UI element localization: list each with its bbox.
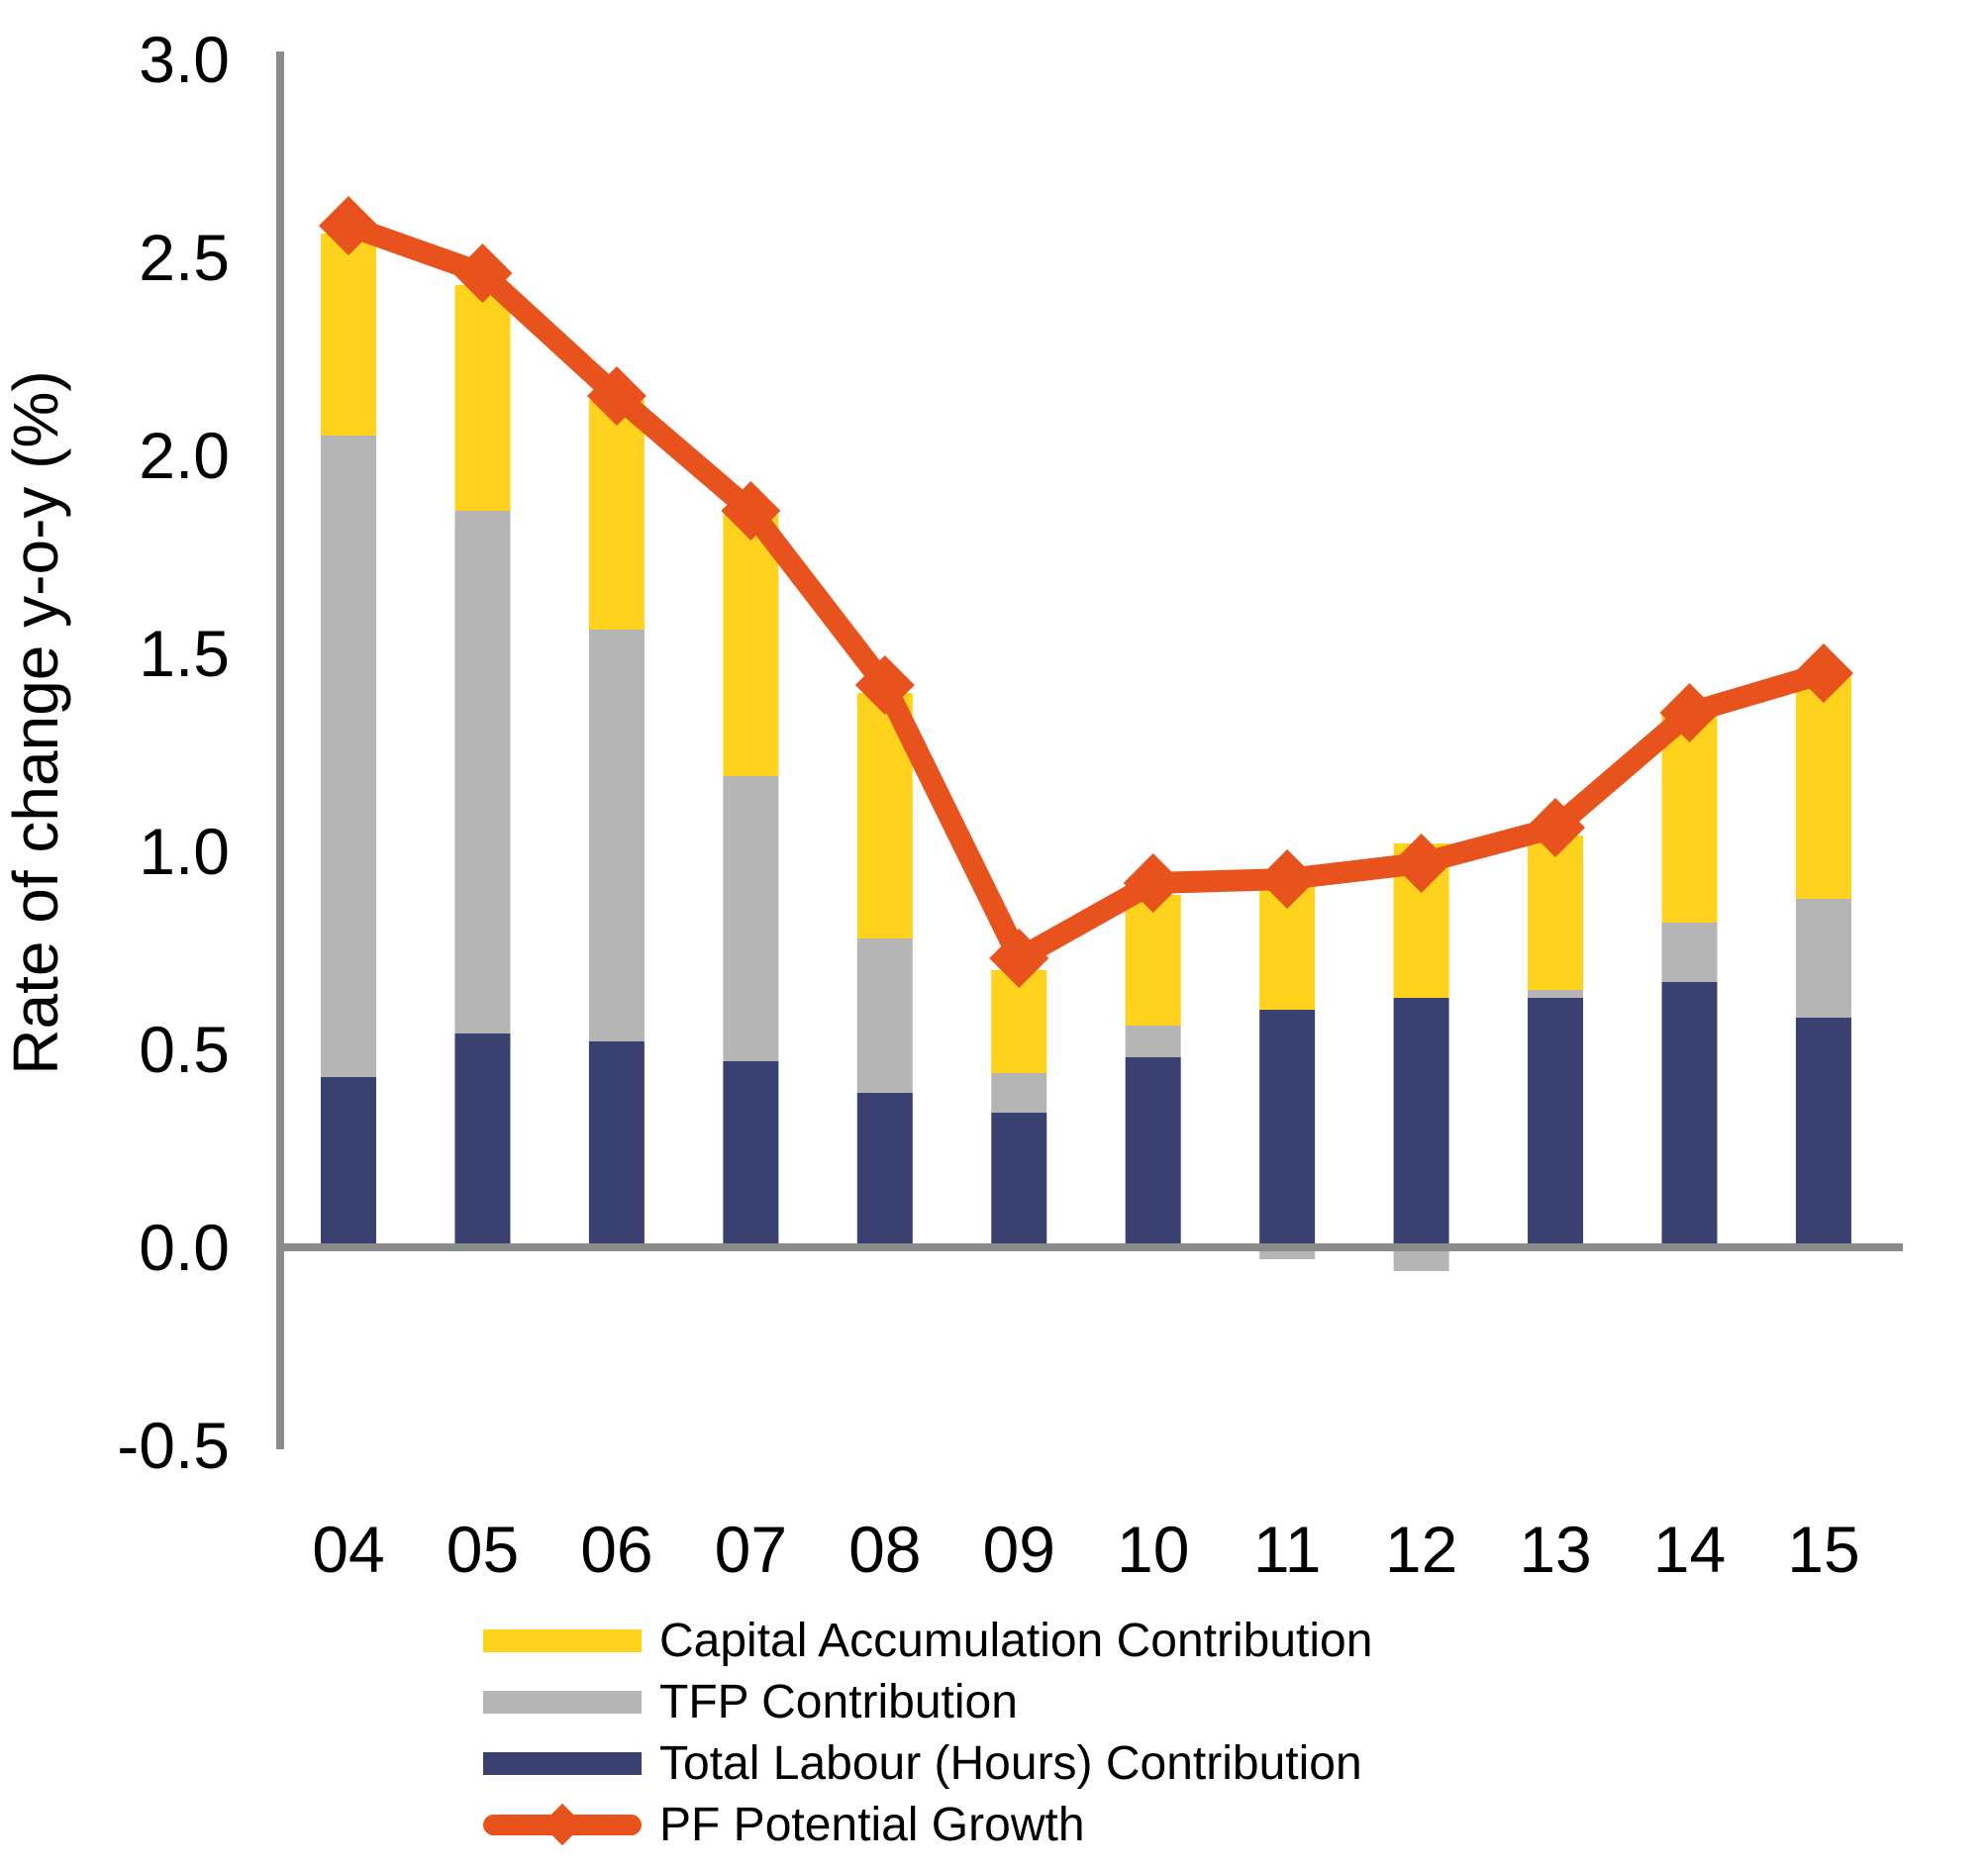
x-tick-label: 09: [983, 1513, 1055, 1586]
x-tick-label: 14: [1653, 1513, 1726, 1586]
bar-segment-tfp-04: [321, 436, 376, 1077]
pf-marker-04: [319, 196, 378, 255]
bar-segment-labour-07: [723, 1061, 779, 1247]
x-tick-label: 05: [447, 1513, 519, 1586]
bar-segment-labour-11: [1259, 1010, 1316, 1247]
bar-segment-tfp-14: [1661, 923, 1718, 982]
x-tick-label: 10: [1117, 1513, 1189, 1586]
bar-segment-capital-05: [454, 285, 511, 511]
bar-segment-labour-10: [1125, 1057, 1181, 1247]
bar-segment-labour-14: [1661, 982, 1718, 1247]
bar-segment-labour-04: [321, 1077, 376, 1247]
pf-marker-08: [854, 655, 915, 715]
bar-segment-capital-13: [1528, 836, 1584, 990]
bar-segment-tfp-13: [1528, 990, 1584, 998]
y-tick-label: 3.0: [139, 23, 230, 96]
pf-marker-09: [989, 929, 1049, 988]
bar-segment-tfp-15: [1795, 899, 1851, 1018]
legend-swatch-tfp: [483, 1690, 642, 1714]
x-tick-label: 07: [715, 1513, 787, 1586]
pf-marker-10: [1123, 853, 1183, 913]
legend-label-capital: Capital Accumulation Contribution: [659, 1614, 1373, 1667]
x-tick-label: 11: [1253, 1513, 1322, 1586]
x-tick-label: 12: [1385, 1513, 1457, 1586]
pf-marker-05: [452, 244, 513, 303]
bar-segment-capital-06: [588, 400, 645, 630]
pf-marker-14: [1659, 683, 1720, 742]
legend: Capital Accumulation Contribution TFP Con…: [483, 1610, 1372, 1855]
bar-segment-tfp-08: [856, 938, 913, 1093]
y-tick-label: 1.0: [139, 815, 230, 888]
pf-marker-15: [1793, 643, 1853, 703]
y-tick-label: 0.0: [139, 1211, 230, 1284]
y-tick-label: 1.5: [139, 617, 230, 690]
y-tick-label: 0.5: [139, 1013, 230, 1086]
legend-line-swatch-pf: [483, 1803, 642, 1846]
bar-segment-tfp-06: [588, 630, 645, 1041]
bar-segment-capital-15: [1795, 673, 1851, 899]
bar-segment-labour-15: [1795, 1018, 1851, 1247]
bar-segment-labour-09: [991, 1113, 1047, 1247]
x-tick-label: 04: [312, 1513, 384, 1586]
pf-marker-12: [1391, 834, 1451, 893]
legend-label-pf: PF Potential Growth: [659, 1798, 1085, 1851]
legend-item-pf: PF Potential Growth: [483, 1794, 1372, 1855]
legend-item-tfp: TFP Contribution: [483, 1671, 1372, 1732]
bar-segment-tfp-10: [1125, 1026, 1181, 1057]
x-tick-label: 06: [580, 1513, 652, 1586]
x-tick-label: 13: [1519, 1513, 1591, 1586]
bar-segment-tfp-05: [454, 511, 511, 1034]
bar-segment-capital-07: [723, 515, 779, 776]
x-tick-label: 15: [1787, 1513, 1859, 1586]
bar-segment-labour-12: [1393, 998, 1449, 1247]
pf-marker-06: [586, 366, 646, 426]
bar-segment-tfp-09: [991, 1073, 1047, 1113]
y-tick-label: 2.0: [139, 419, 230, 492]
y-tick-label: -0.5: [117, 1409, 230, 1482]
bar-segment-capital-10: [1125, 895, 1181, 1026]
legend-item-labour: Total Labour (Hours) Contribution: [483, 1732, 1372, 1794]
bar-segment-labour-06: [588, 1041, 645, 1247]
pf-marker-11: [1257, 849, 1318, 909]
pf-marker-13: [1526, 798, 1586, 857]
legend-swatch-capital: [483, 1628, 642, 1652]
legend-label-labour: Total Labour (Hours) Contribution: [659, 1736, 1362, 1790]
legend-item-capital: Capital Accumulation Contribution: [483, 1610, 1372, 1671]
y-axis-title: Rate of change y-o-y (%): [0, 370, 71, 1074]
legend-diamond-icon: [541, 1803, 584, 1846]
legend-swatch-labour: [483, 1751, 642, 1775]
pf-marker-07: [721, 481, 781, 541]
bar-segment-tfp-07: [723, 776, 779, 1061]
bar-segment-labour-05: [454, 1034, 511, 1247]
pf-growth-line: [338, 215, 1835, 969]
bar-segment-capital-14: [1661, 713, 1718, 923]
bar-segment-labour-13: [1528, 998, 1584, 1247]
bar-segment-labour-08: [856, 1093, 913, 1247]
x-tick-label: 08: [848, 1513, 921, 1586]
bar-segment-capital-04: [321, 234, 376, 436]
y-tick-label: 2.5: [139, 221, 230, 294]
legend-label-tfp: TFP Contribution: [659, 1675, 1018, 1728]
